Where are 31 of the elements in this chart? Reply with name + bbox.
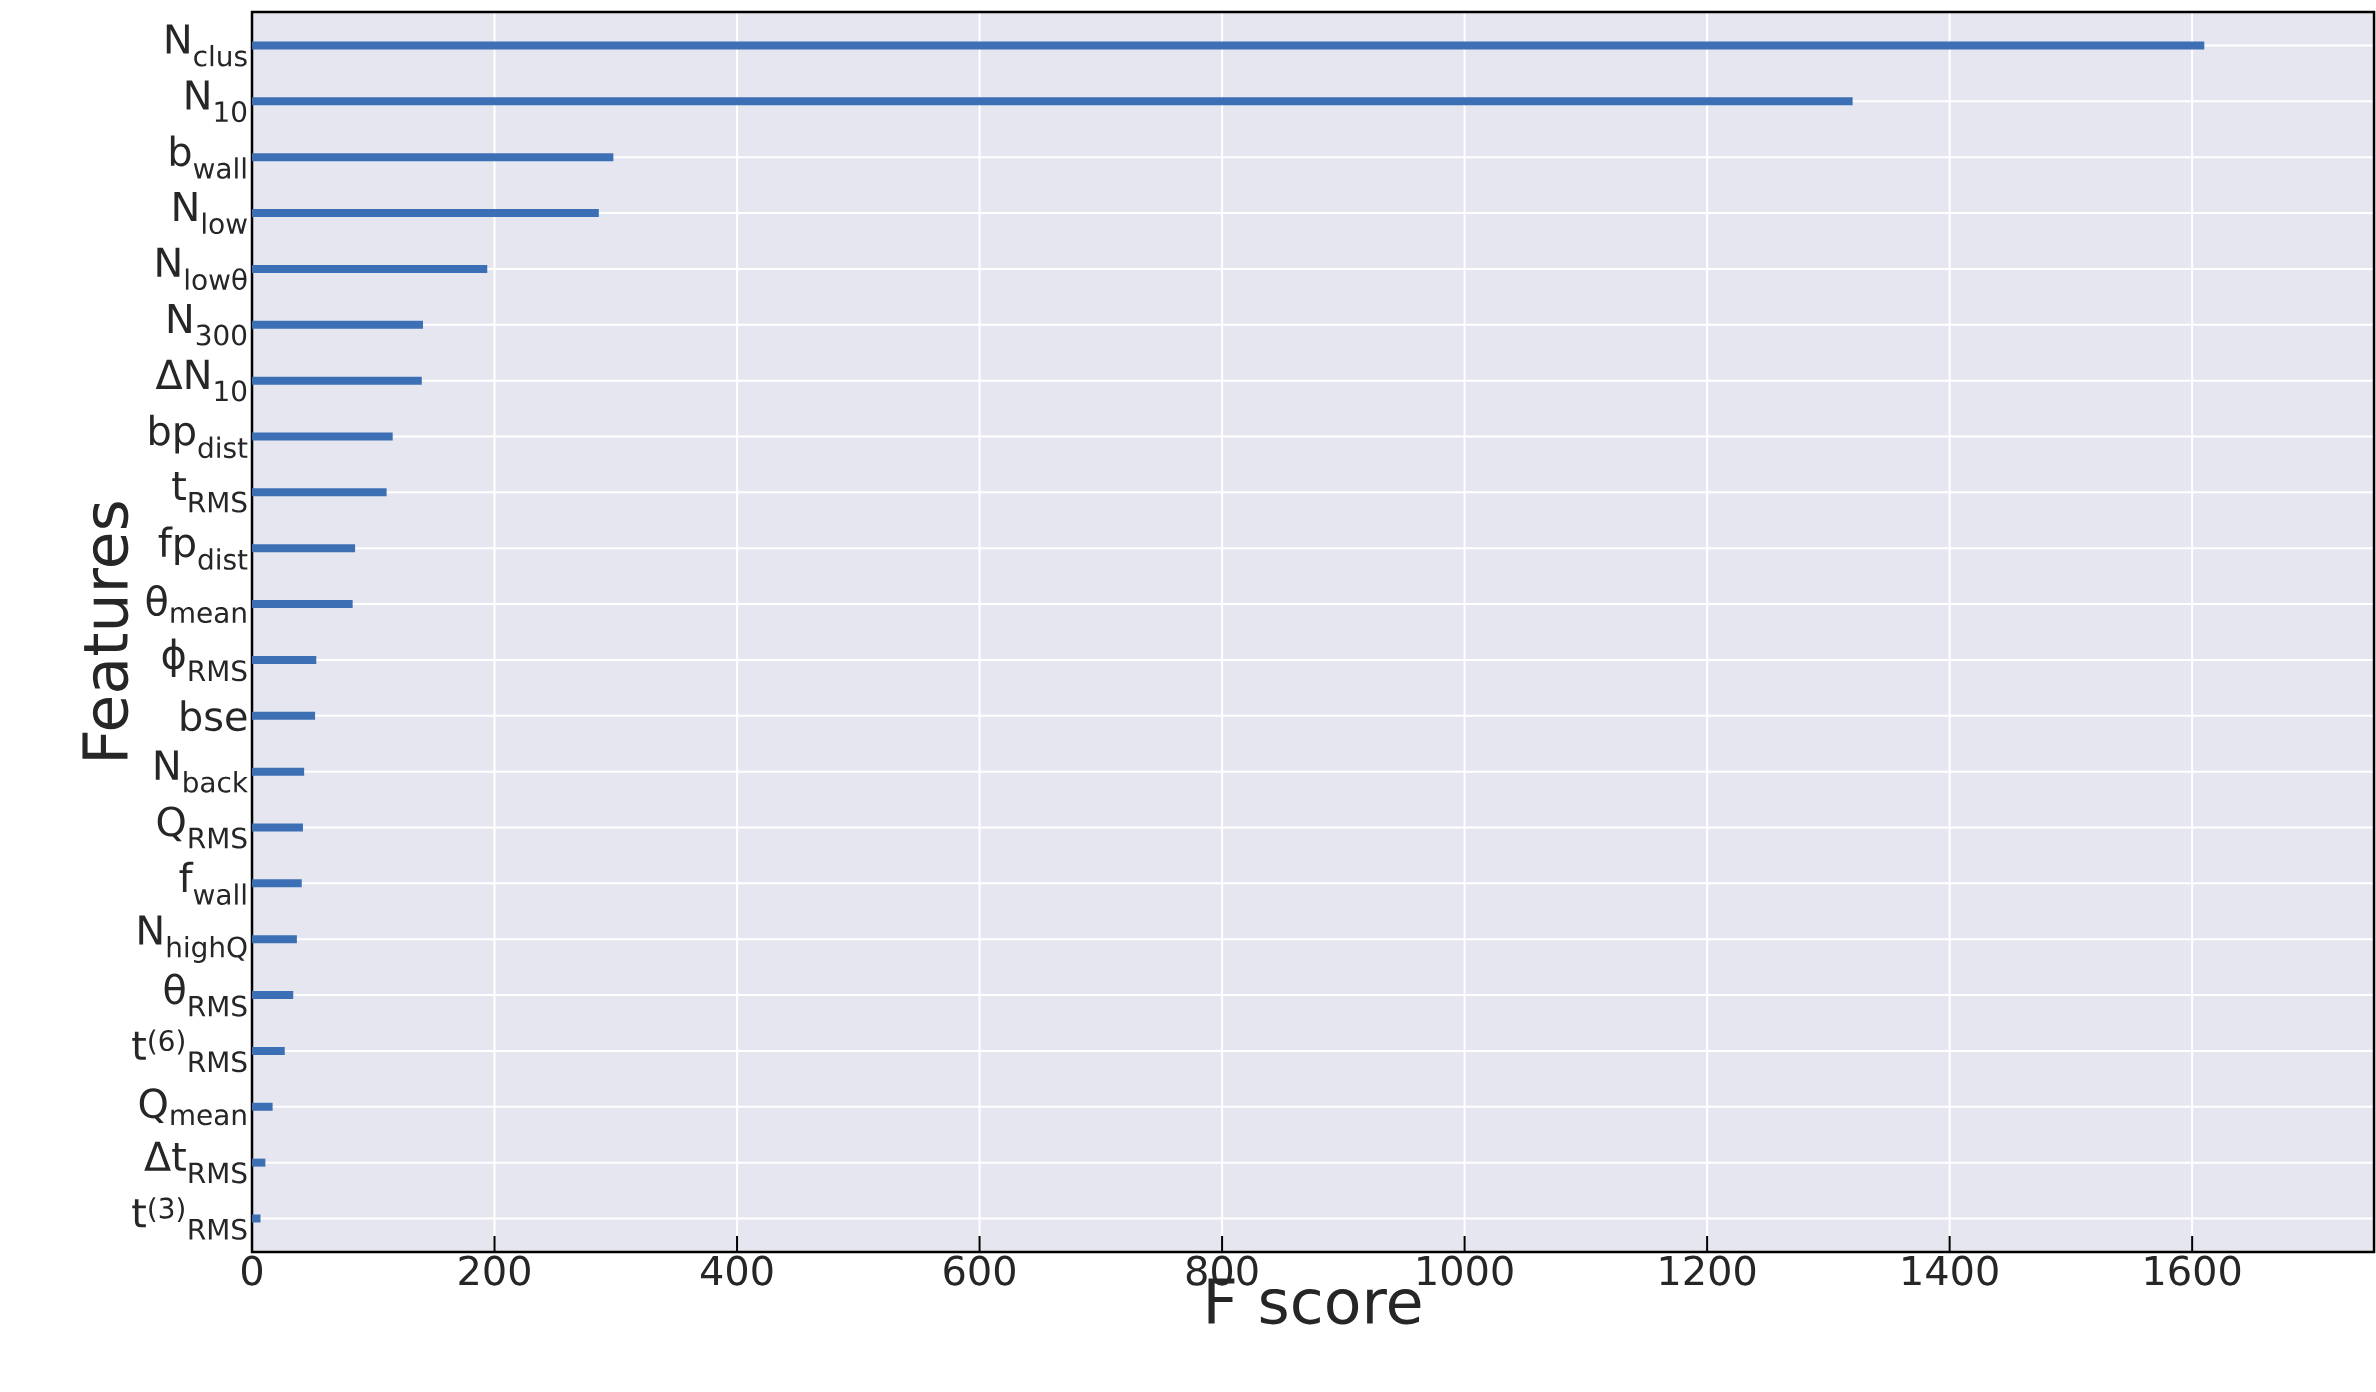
y-tick-label: ΔN$_{10}$ (155, 359, 247, 402)
y-tick-label: fp$_{dist}$ (158, 526, 248, 570)
x-tick-label: 1600 (2145, 1255, 2241, 1286)
y-tick-label: N$_{low}$ (174, 192, 247, 235)
y-tick-label: N$_{back}$ (155, 750, 248, 793)
y-tick-label: bp$_{dist}$ (150, 414, 248, 459)
y-tick-label: ϕ$_{RMS}$ (162, 638, 247, 682)
x-tick-label: 1000 (1418, 1255, 1513, 1286)
y-tick-label: Δt$_{RMS}$ (144, 1141, 247, 1184)
y-tick-label: f$_{wall}$ (179, 861, 246, 905)
y-tick-label: t$^{(6)}$RMS (132, 1029, 247, 1073)
x-tick-label: 1200 (1660, 1255, 1756, 1286)
y-tick-label: θ$_{mean}$ (146, 585, 246, 624)
y-tick-label: N$_{300}$ (168, 303, 247, 346)
y-tick-label: Q$_{RMS}$ (157, 806, 247, 849)
x-tick-label: 1400 (1903, 1255, 1998, 1286)
y-axis-title: Features (82, 502, 129, 759)
y-tick-label: t$^{(3)}$RMS (132, 1197, 247, 1240)
x-tick-label: 200 (459, 1255, 530, 1286)
y-tick-label: θ$_{RMS}$ (164, 973, 247, 1017)
y-tick-label: N$_{lowθ}$ (157, 247, 247, 291)
y-tick-label: N$_{highQ}$ (139, 915, 247, 963)
x-tick-label: 400 (700, 1255, 773, 1286)
y-tick-label: N$_{clus}$ (166, 24, 247, 67)
x-tick-label: 0 (241, 1255, 263, 1286)
y-tick-label: t$_{RMS}$ (172, 472, 247, 513)
y-tick-label: N$_{10}$ (186, 80, 247, 123)
x-tick-label: 600 (944, 1255, 1015, 1286)
y-tick-label: bse (181, 700, 247, 732)
y-tick-label: b$_{wall}$ (170, 135, 246, 179)
y-tick-label: Q$_{mean}$ (139, 1088, 246, 1126)
